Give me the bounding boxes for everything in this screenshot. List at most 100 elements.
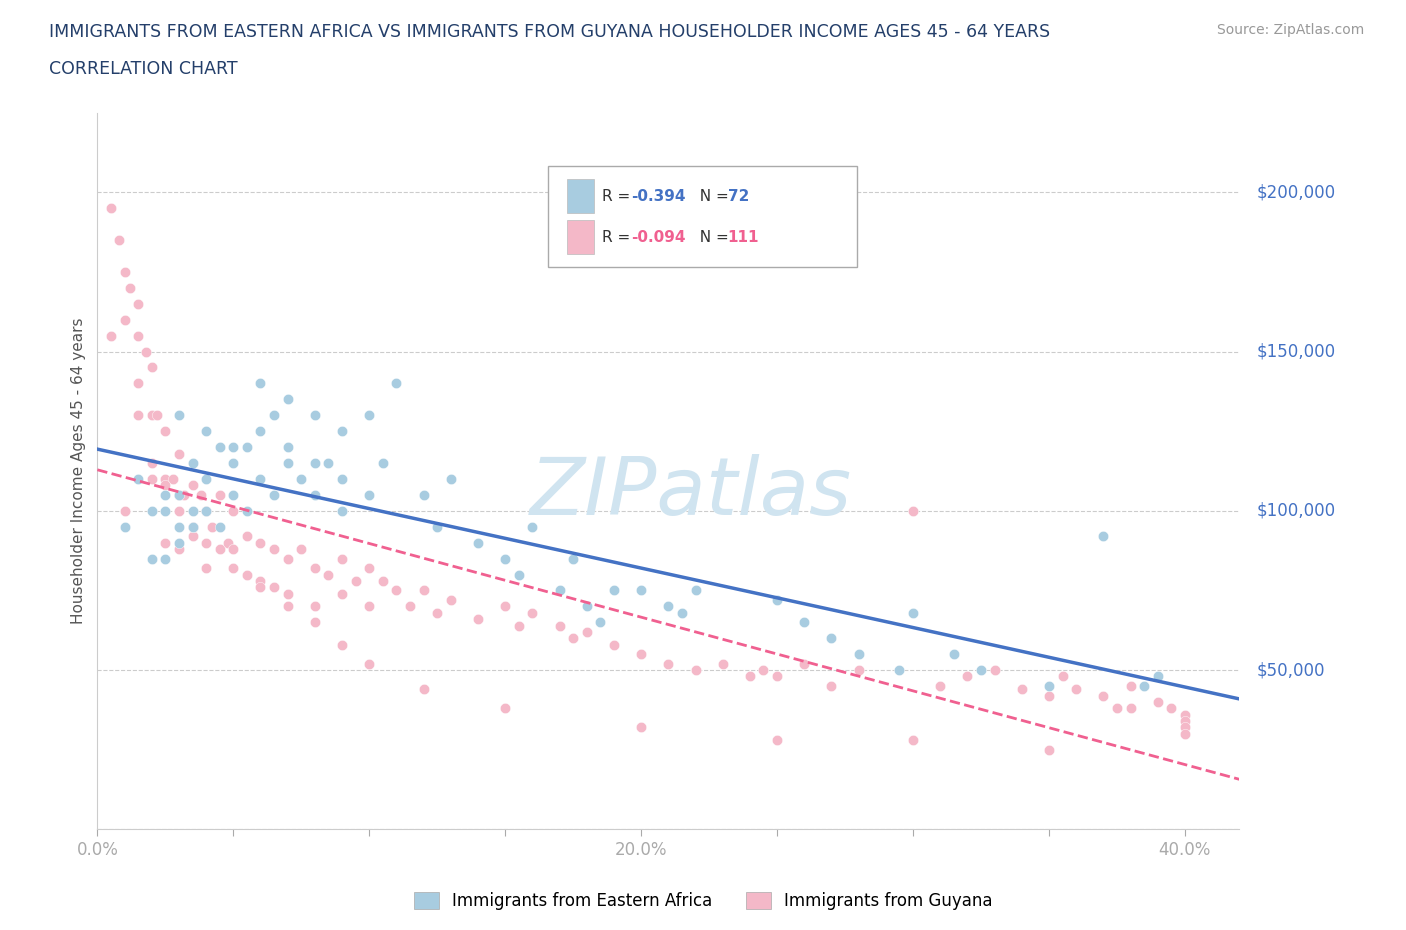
Point	[359, 408, 381, 423]
Point	[399, 599, 422, 614]
Point	[508, 567, 530, 582]
Point	[711, 657, 734, 671]
Point	[1133, 679, 1156, 694]
Point	[195, 472, 218, 486]
Text: -0.094: -0.094	[631, 230, 685, 245]
Point	[589, 615, 612, 630]
Text: -0.394: -0.394	[631, 189, 685, 204]
Point	[277, 440, 299, 455]
Point	[1146, 695, 1168, 710]
Point	[820, 631, 842, 645]
Point	[467, 536, 489, 551]
Point	[190, 487, 212, 502]
Point	[359, 561, 381, 576]
Point	[630, 646, 652, 661]
Point	[330, 424, 353, 439]
Point	[155, 551, 177, 566]
Point	[249, 472, 271, 486]
Point	[371, 456, 394, 471]
Point	[1052, 669, 1074, 684]
Point	[222, 440, 245, 455]
Point	[222, 541, 245, 556]
Point	[929, 679, 952, 694]
Point	[195, 561, 218, 576]
Point	[277, 599, 299, 614]
Point	[304, 408, 326, 423]
Point	[222, 503, 245, 518]
Point	[330, 503, 353, 518]
Point	[522, 519, 544, 534]
Text: Source: ZipAtlas.com: Source: ZipAtlas.com	[1216, 23, 1364, 37]
Text: IMMIGRANTS FROM EASTERN AFRICA VS IMMIGRANTS FROM GUYANA HOUSEHOLDER INCOME AGES: IMMIGRANTS FROM EASTERN AFRICA VS IMMIGR…	[49, 23, 1050, 41]
Point	[141, 551, 163, 566]
Point	[155, 503, 177, 518]
Point	[657, 657, 679, 671]
Point	[848, 646, 870, 661]
Point	[114, 503, 136, 518]
Point	[236, 567, 259, 582]
Point	[330, 586, 353, 601]
Point	[167, 541, 190, 556]
Text: 111: 111	[728, 230, 759, 245]
Point	[127, 376, 149, 391]
Point	[1160, 701, 1182, 716]
Point	[942, 646, 965, 661]
FancyBboxPatch shape	[567, 179, 595, 213]
Point	[901, 605, 924, 620]
Text: $100,000: $100,000	[1257, 502, 1336, 520]
Point	[195, 424, 218, 439]
Point	[114, 519, 136, 534]
Point	[385, 376, 408, 391]
Point	[304, 456, 326, 471]
Point	[127, 472, 149, 486]
Point	[217, 536, 239, 551]
Point	[141, 456, 163, 471]
Point	[290, 541, 312, 556]
Point	[181, 456, 204, 471]
Point	[970, 663, 993, 678]
Point	[548, 583, 571, 598]
Point	[236, 440, 259, 455]
Point	[766, 592, 789, 607]
Point	[1092, 529, 1115, 544]
Point	[141, 503, 163, 518]
Point	[236, 529, 259, 544]
Y-axis label: Householder Income Ages 45 - 64 years: Householder Income Ages 45 - 64 years	[72, 318, 86, 624]
Point	[630, 720, 652, 735]
Point	[766, 669, 789, 684]
Point	[114, 312, 136, 327]
Point	[766, 733, 789, 748]
Point	[685, 583, 707, 598]
Point	[575, 624, 598, 639]
Point	[155, 478, 177, 493]
Point	[304, 615, 326, 630]
Point	[167, 487, 190, 502]
Point	[162, 472, 184, 486]
Point	[548, 618, 571, 633]
Point	[208, 487, 231, 502]
Text: N =: N =	[690, 230, 734, 245]
Point	[195, 503, 218, 518]
Text: CORRELATION CHART: CORRELATION CHART	[49, 60, 238, 78]
Point	[901, 503, 924, 518]
Point	[318, 567, 340, 582]
Point	[263, 487, 285, 502]
Point	[426, 519, 449, 534]
Point	[467, 612, 489, 627]
Point	[330, 637, 353, 652]
Point	[167, 487, 190, 502]
Point	[494, 599, 516, 614]
Point	[494, 551, 516, 566]
Point	[1038, 679, 1060, 694]
Point	[344, 574, 367, 589]
Point	[167, 536, 190, 551]
Point	[412, 682, 434, 697]
Point	[141, 408, 163, 423]
Point	[118, 281, 141, 296]
Point	[793, 615, 815, 630]
Point	[263, 541, 285, 556]
Point	[440, 472, 463, 486]
Point	[1105, 701, 1128, 716]
Point	[141, 360, 163, 375]
Point	[1092, 688, 1115, 703]
